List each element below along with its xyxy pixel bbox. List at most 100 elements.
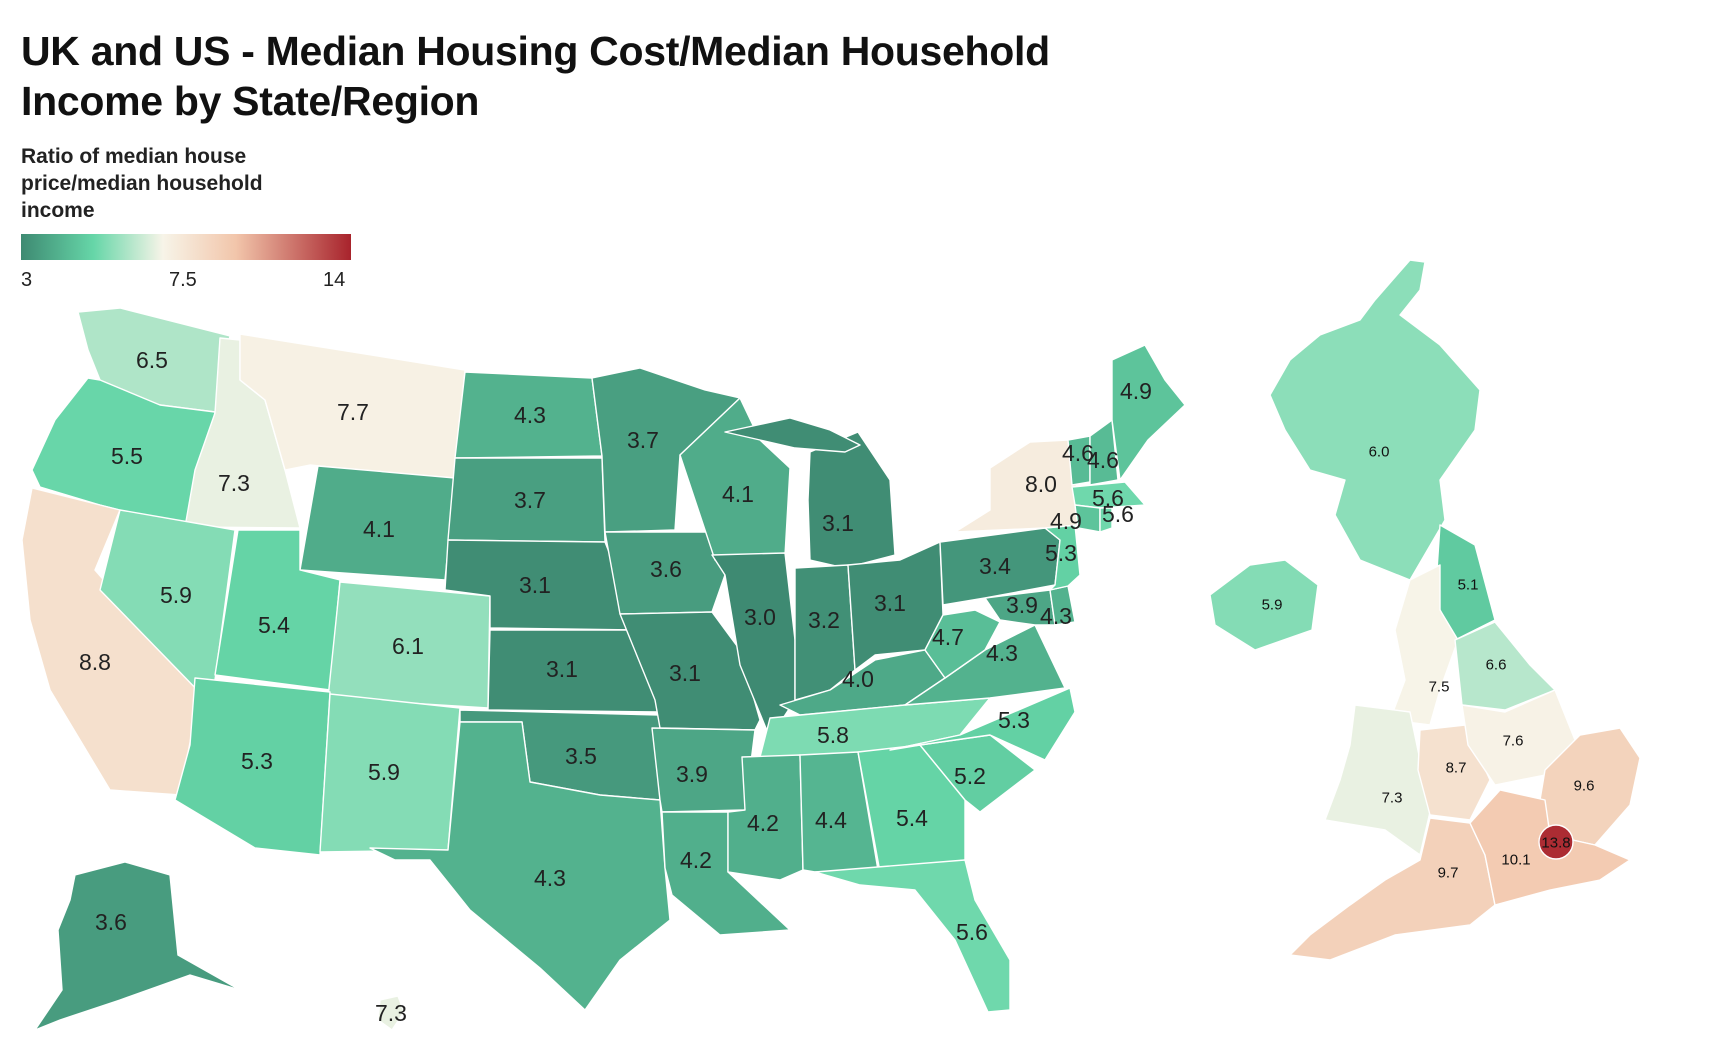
value-label-id: 7.3 bbox=[218, 470, 250, 496]
value-label-tx: 4.3 bbox=[534, 865, 566, 891]
state-mi-upper[interactable] bbox=[724, 417, 861, 453]
value-label-east-of-england: 9.6 bbox=[1574, 778, 1595, 795]
state-ar[interactable] bbox=[651, 727, 756, 813]
region-wales[interactable] bbox=[1324, 704, 1431, 856]
value-label-yorkshire-and-the-humber: 6.6 bbox=[1486, 657, 1507, 674]
value-label-ia: 3.6 bbox=[650, 556, 682, 582]
region-scotland[interactable] bbox=[1269, 259, 1481, 581]
value-label-ri: 5.6 bbox=[1102, 501, 1134, 527]
value-label-wa: 6.5 bbox=[136, 347, 168, 373]
state-mi[interactable] bbox=[807, 431, 896, 569]
value-label-ok: 3.5 bbox=[565, 743, 597, 769]
chart-title: UK and US - Median Housing Cost/Median H… bbox=[21, 26, 1171, 126]
value-label-ky: 4.0 bbox=[842, 666, 874, 692]
value-label-northern-ireland: 5.9 bbox=[1262, 597, 1283, 614]
value-label-ma: 5.6 bbox=[1092, 485, 1124, 511]
region-north-west[interactable] bbox=[1389, 564, 1459, 726]
region-northern-ireland[interactable] bbox=[1209, 559, 1319, 651]
region-south-west[interactable] bbox=[1289, 817, 1496, 961]
chart-title-line-1: UK and US - Median Housing Cost/Median H… bbox=[21, 28, 1050, 74]
value-label-nm: 5.9 bbox=[368, 759, 400, 785]
region-london[interactable] bbox=[1538, 824, 1574, 860]
value-label-ca: 8.8 bbox=[79, 649, 111, 675]
value-label-az: 5.3 bbox=[241, 748, 273, 774]
value-label-wv: 4.7 bbox=[932, 624, 964, 650]
color-legend: Ratio of median house price/median house… bbox=[21, 143, 361, 291]
legend-max-label: 14 bbox=[323, 269, 346, 291]
value-label-co: 6.1 bbox=[392, 633, 424, 659]
value-label-oh: 3.1 bbox=[874, 590, 906, 616]
state-mo[interactable] bbox=[619, 611, 761, 731]
state-ri[interactable] bbox=[1099, 507, 1113, 533]
state-nc[interactable] bbox=[889, 687, 1076, 761]
state-ma[interactable] bbox=[1071, 481, 1146, 509]
value-label-or: 5.5 bbox=[111, 443, 143, 469]
value-label-nd: 4.3 bbox=[514, 402, 546, 428]
value-labels: 6.5 5.5 8.8 7.3 5.9 7.7 4.1 5.4 6.1 5.3 5.9 4.3 3.7 3… bbox=[79, 347, 1594, 1026]
legend-ticks: 3 7.5 14 bbox=[21, 265, 361, 291]
value-label-ks: 3.1 bbox=[546, 656, 578, 682]
value-label-va: 4.3 bbox=[986, 640, 1018, 666]
value-label-pa: 3.4 bbox=[979, 553, 1011, 579]
state-az[interactable] bbox=[174, 677, 331, 856]
value-label-wi: 4.1 bbox=[722, 481, 754, 507]
state-tx[interactable] bbox=[369, 721, 671, 1011]
value-label-ne: 3.1 bbox=[519, 572, 551, 598]
value-label-wales: 7.3 bbox=[1382, 790, 1403, 807]
value-label-il: 3.0 bbox=[744, 604, 776, 630]
legend-title-line-1: Ratio of median house bbox=[21, 145, 247, 168]
value-label-hi: 7.3 bbox=[375, 1000, 407, 1026]
legend-min-label: 3 bbox=[21, 269, 33, 291]
value-label-la: 4.2 bbox=[680, 847, 712, 873]
value-label-nv: 5.9 bbox=[160, 582, 192, 608]
value-label-sd: 3.7 bbox=[514, 487, 546, 513]
value-label-de: 4.3 bbox=[1040, 603, 1072, 629]
value-label-in: 3.2 bbox=[808, 607, 840, 633]
state-nh[interactable] bbox=[1089, 419, 1119, 486]
value-label-north-east: 5.1 bbox=[1458, 577, 1479, 594]
value-label-mt: 7.7 bbox=[337, 399, 369, 425]
state-ca[interactable] bbox=[21, 487, 201, 796]
value-label-fl: 5.6 bbox=[956, 919, 988, 945]
state-in[interactable] bbox=[794, 564, 856, 701]
value-label-ct: 4.9 bbox=[1050, 508, 1082, 534]
value-label-ak: 3.6 bbox=[95, 909, 127, 935]
legend-title-line-2: price/median household bbox=[21, 172, 263, 195]
legend-mid-label: 7.5 bbox=[169, 269, 197, 291]
value-label-ga: 5.4 bbox=[896, 805, 928, 831]
state-fl[interactable] bbox=[814, 859, 1011, 1013]
state-wv[interactable] bbox=[924, 609, 1001, 679]
value-label-me: 4.9 bbox=[1120, 378, 1152, 404]
state-ak[interactable] bbox=[34, 861, 241, 1031]
value-label-nc: 5.3 bbox=[998, 707, 1030, 733]
state-hi[interactable] bbox=[377, 995, 405, 1031]
value-label-west-midlands: 8.7 bbox=[1446, 760, 1467, 777]
value-label-vt: 4.6 bbox=[1062, 440, 1094, 466]
legend-title: Ratio of median house price/median house… bbox=[21, 143, 361, 224]
state-ne[interactable] bbox=[444, 539, 641, 631]
value-label-mo: 3.1 bbox=[669, 660, 701, 686]
value-label-nj: 5.3 bbox=[1045, 540, 1077, 566]
value-label-wy: 4.1 bbox=[363, 516, 395, 542]
value-label-ny: 8.0 bbox=[1025, 471, 1057, 497]
value-label-nh: 4.6 bbox=[1087, 447, 1119, 473]
state-md[interactable] bbox=[984, 589, 1056, 626]
state-ia[interactable] bbox=[604, 531, 726, 615]
value-label-london: 13.8 bbox=[1541, 835, 1570, 852]
legend-gradient-bar bbox=[21, 234, 351, 260]
value-label-sc: 5.2 bbox=[954, 763, 986, 789]
value-label-md: 3.9 bbox=[1006, 592, 1038, 618]
value-label-mi: 3.1 bbox=[822, 510, 854, 536]
chart-title-line-2: Income by State/Region bbox=[21, 78, 480, 124]
value-label-ut: 5.4 bbox=[258, 612, 290, 638]
state-nj[interactable] bbox=[1044, 524, 1081, 591]
value-label-south-east: 10.1 bbox=[1501, 852, 1530, 869]
us-map bbox=[21, 307, 1186, 1031]
value-label-al: 4.4 bbox=[815, 807, 847, 833]
value-label-tn: 5.8 bbox=[817, 722, 849, 748]
state-me[interactable] bbox=[1111, 344, 1186, 481]
legend-title-line-3: income bbox=[21, 199, 95, 222]
value-label-scotland: 6.0 bbox=[1369, 444, 1390, 461]
value-label-north-west: 7.5 bbox=[1429, 679, 1450, 696]
state-ut[interactable] bbox=[214, 529, 341, 691]
